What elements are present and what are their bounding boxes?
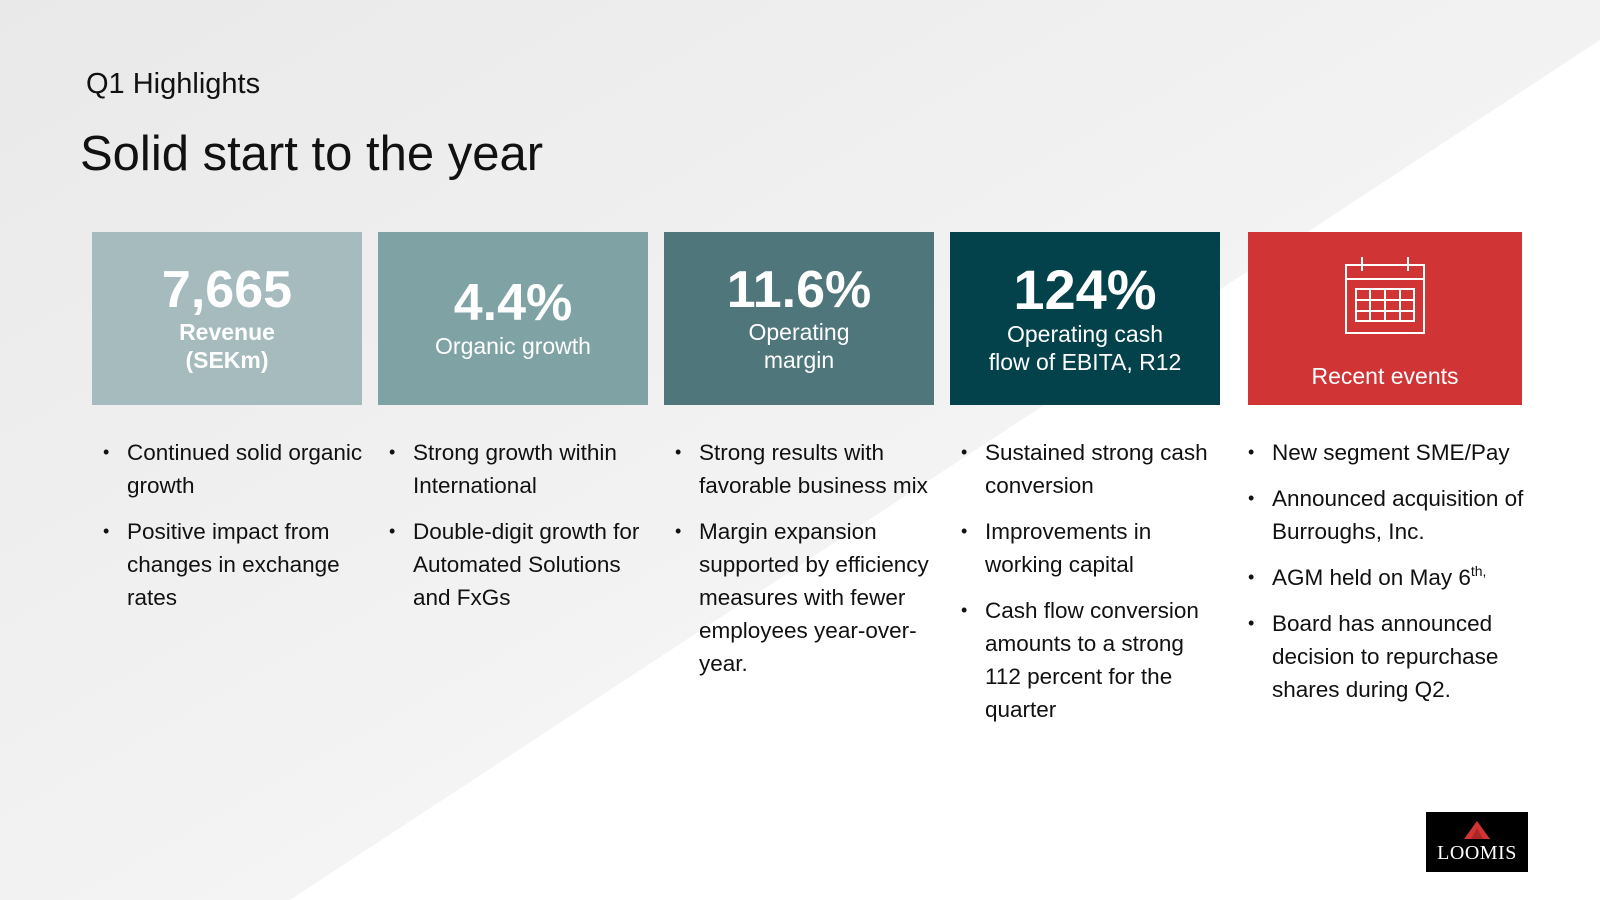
recent-events-label: Recent events (1311, 362, 1459, 389)
list-item: Margin expansion supported by efficiency… (675, 515, 930, 680)
logo-wordmark: LOOMIS (1437, 842, 1517, 864)
calendar-icon (1345, 256, 1425, 334)
list-item: Double-digit growth for Automated Soluti… (389, 515, 659, 614)
section-subtitle: Q1 Highlights (86, 68, 261, 100)
list-item: Improvements in working capital (961, 515, 1221, 581)
revenue-label: Revenue (SEKm) (179, 319, 275, 373)
loomis-logo: LOOMIS (1426, 812, 1528, 872)
list-item: Sustained strong cash conversion (961, 436, 1221, 502)
operating-margin-card: 11.6% Operating margin (664, 232, 934, 405)
organic-growth-card: 4.4% Organic growth (378, 232, 648, 405)
operating-margin-label: Operating margin (748, 319, 850, 373)
revenue-bullets: Continued solid organic growth Positive … (103, 436, 373, 627)
cash-flow-card: 124% Operating cash flow of EBITA, R12 (950, 232, 1220, 405)
list-item: Cash flow conversion amounts to a strong… (961, 594, 1221, 726)
list-item: Positive impact from changes in exchange… (103, 515, 373, 614)
cash-flow-value: 124% (1013, 257, 1157, 321)
revenue-card: 7,665 Revenue (SEKm) (92, 232, 362, 405)
operating-margin-bullets: Strong results with favorable business m… (675, 436, 930, 693)
cash-flow-label: Operating cash flow of EBITA, R12 (988, 321, 1182, 375)
list-item: New segment SME/Pay (1248, 436, 1568, 469)
list-item: AGM held on May 6th, (1248, 561, 1568, 594)
list-item: Announced acquisition of Burroughs, Inc. (1248, 482, 1568, 548)
list-item: Board has announced decision to repurcha… (1248, 607, 1568, 706)
organic-growth-label: Organic growth (435, 333, 591, 359)
list-item: Strong growth within International (389, 436, 659, 502)
recent-events-bullets: New segment SME/Pay Announced acquisitio… (1248, 436, 1568, 719)
cash-flow-bullets: Sustained strong cash conversion Improve… (961, 436, 1221, 739)
operating-margin-value: 11.6% (726, 260, 872, 319)
revenue-value: 7,665 (161, 260, 293, 319)
organic-growth-value: 4.4% (453, 274, 573, 333)
organic-growth-bullets: Strong growth within International Doubl… (389, 436, 659, 627)
page-title: Solid start to the year (80, 127, 544, 181)
logo-triangle-icon (1464, 821, 1490, 839)
recent-events-card: Recent events (1248, 232, 1522, 405)
list-item: Strong results with favorable business m… (675, 436, 930, 502)
list-item: Continued solid organic growth (103, 436, 373, 502)
